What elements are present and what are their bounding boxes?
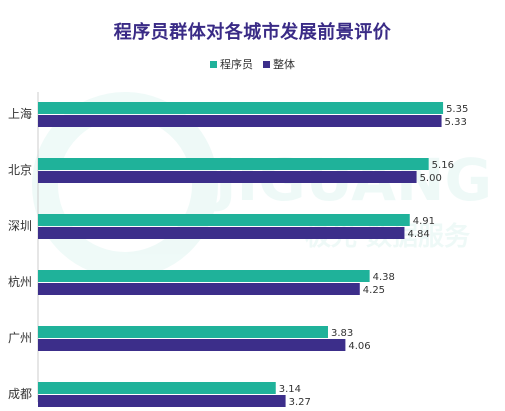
legend: 程序员 整体 xyxy=(0,56,505,72)
legend-item-series1: 程序员 xyxy=(210,56,253,72)
bar-series1 xyxy=(38,382,276,394)
bar-series1 xyxy=(38,326,328,338)
value-label: 5.35 xyxy=(446,104,468,115)
legend-label-series2: 整体 xyxy=(273,58,295,71)
legend-swatch-series1 xyxy=(210,60,217,68)
value-label: 3.83 xyxy=(331,328,353,339)
chart-title: 程序员群体对各城市发展前景评价 xyxy=(113,22,392,43)
value-label: 4.06 xyxy=(348,341,370,352)
category-label: 上海 xyxy=(8,106,32,121)
bar-series1 xyxy=(38,214,410,226)
legend-swatch-series2 xyxy=(263,60,270,68)
value-label: 4.38 xyxy=(373,272,395,283)
bar-series2 xyxy=(38,171,417,183)
bar-series1 xyxy=(38,158,429,170)
bar-series2 xyxy=(38,115,442,127)
bar-series1 xyxy=(38,270,370,282)
bar-series2 xyxy=(38,227,405,239)
bar-series2 xyxy=(38,283,360,295)
legend-label-series1: 程序员 xyxy=(220,58,253,71)
value-label: 5.16 xyxy=(432,160,454,171)
value-label: 5.33 xyxy=(445,117,467,128)
category-label: 广州 xyxy=(8,331,32,345)
category-label: 成都 xyxy=(8,387,32,401)
value-label: 5.00 xyxy=(420,173,442,184)
bar-series2 xyxy=(38,339,346,351)
value-label: 4.91 xyxy=(413,216,435,227)
value-label: 3.14 xyxy=(279,384,301,395)
category-label: 北京 xyxy=(8,163,32,177)
category-label: 杭州 xyxy=(8,274,32,289)
legend-item-series2: 整体 xyxy=(263,56,295,72)
bar-series1 xyxy=(38,102,444,114)
category-label: 深圳 xyxy=(8,219,32,233)
value-label: 3.27 xyxy=(289,397,311,407)
bar-series2 xyxy=(38,395,286,407)
value-label: 4.25 xyxy=(363,285,385,296)
value-label: 4.84 xyxy=(407,229,429,240)
